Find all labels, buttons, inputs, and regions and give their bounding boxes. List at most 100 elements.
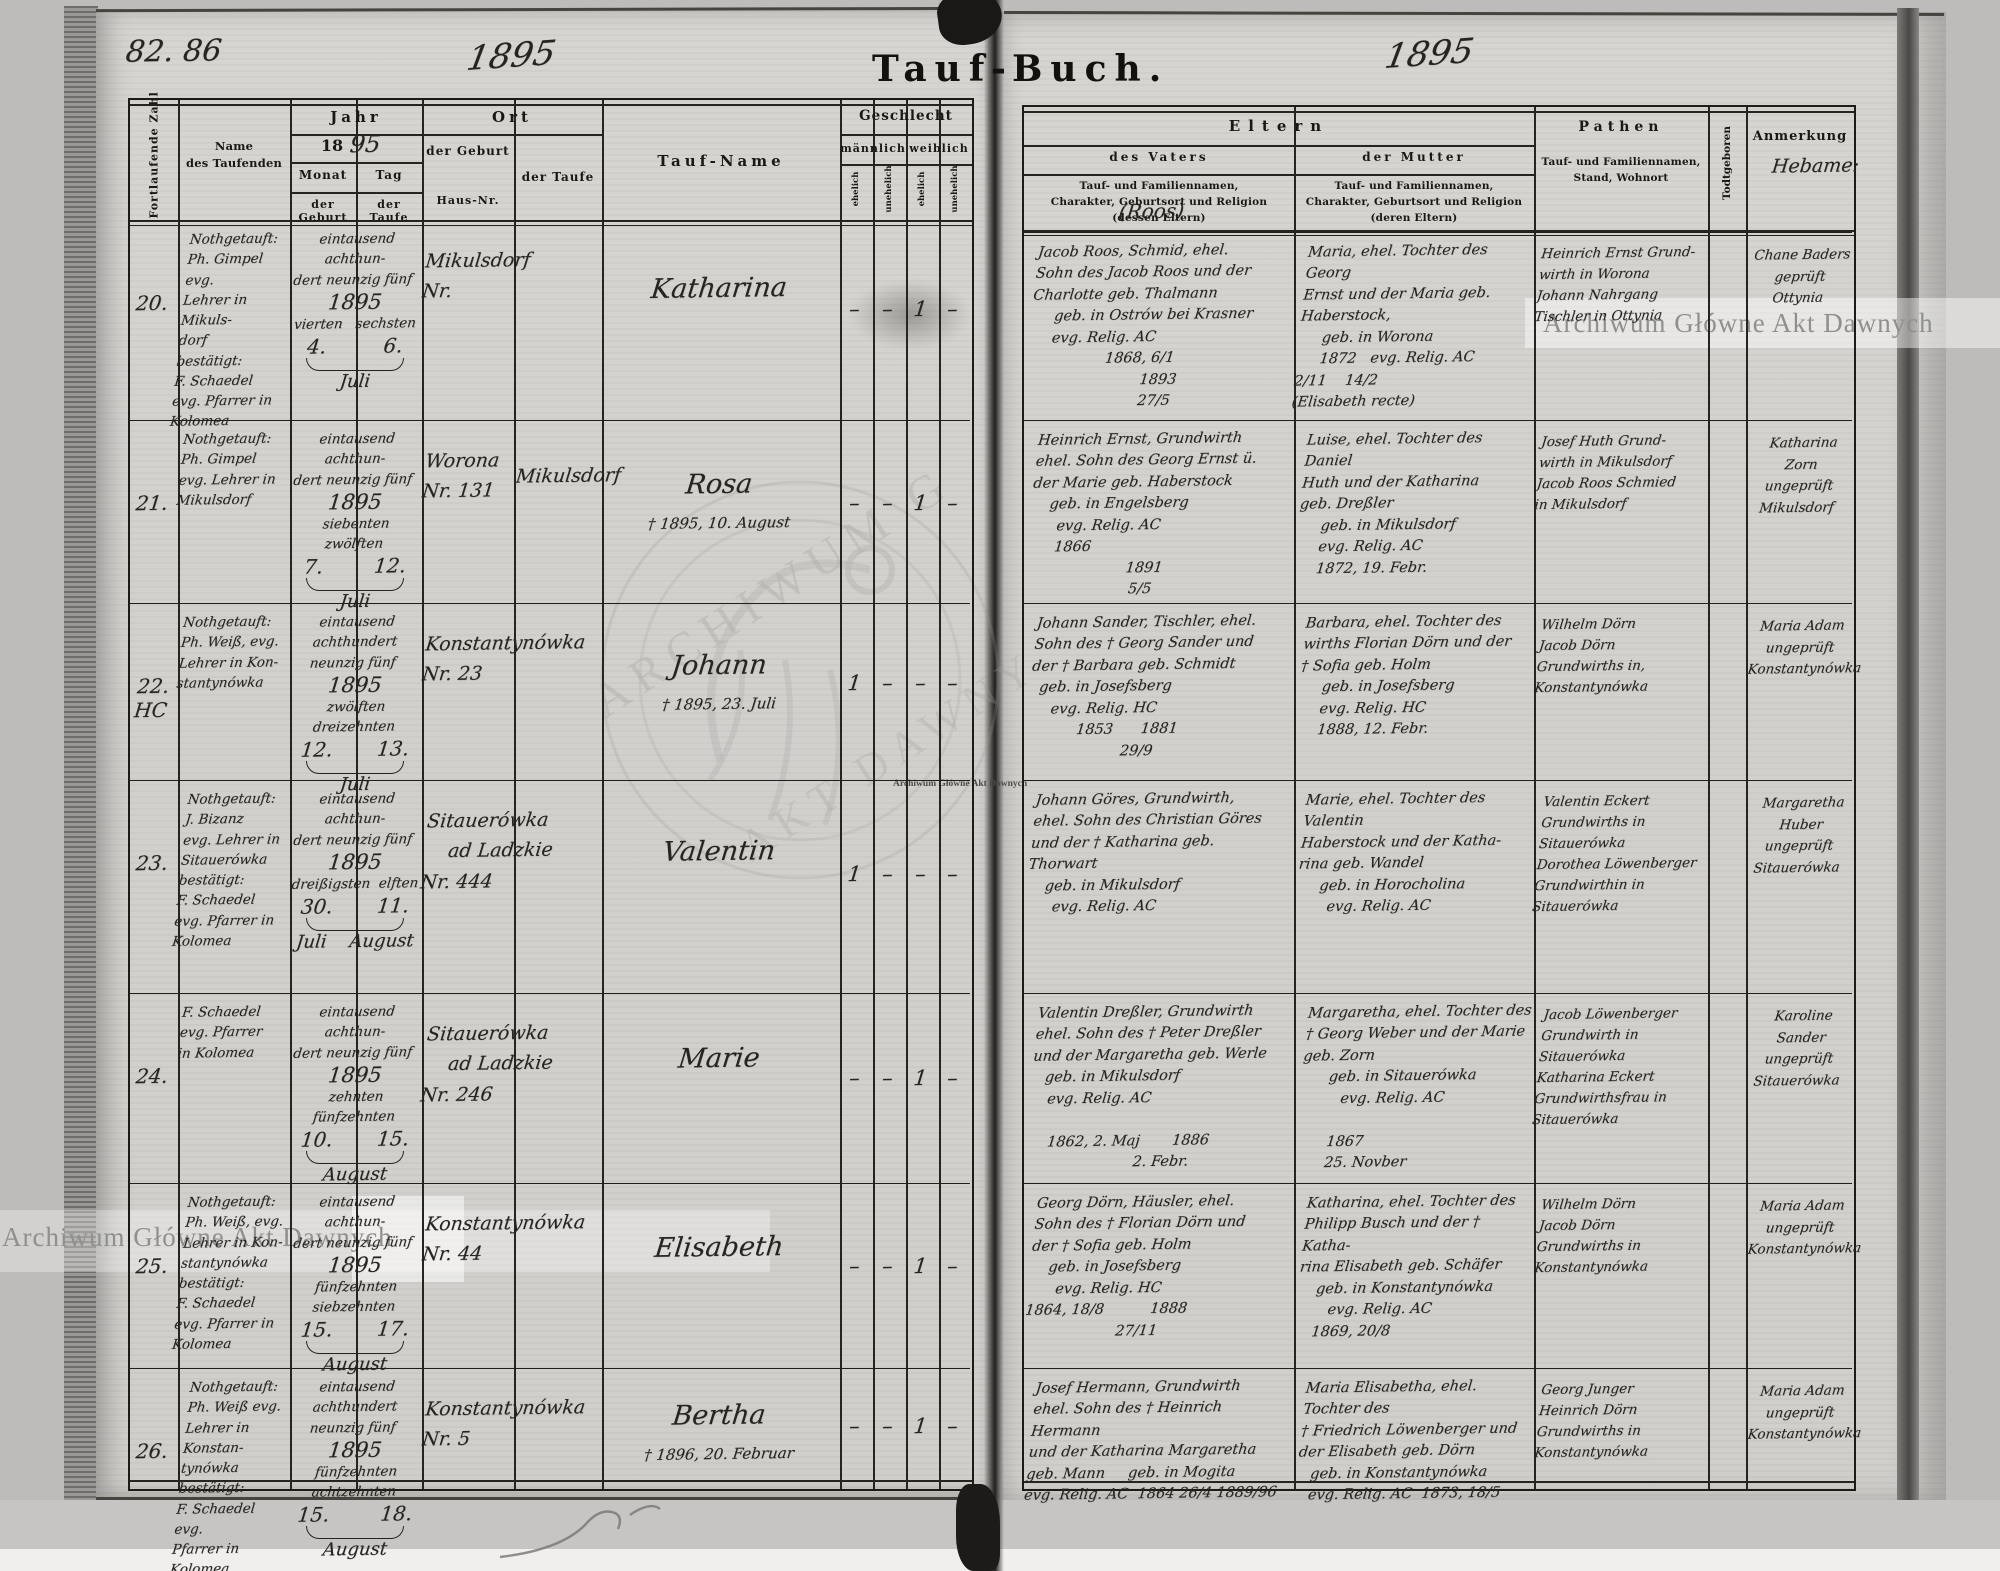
header-geschlecht: Geschlecht [859, 108, 953, 124]
year-left-handwritten: 1895 [463, 33, 559, 79]
godparents-cell: Wilhelm Dörn Jacob Dörn Grundwirths in, … [1533, 615, 1649, 696]
sex-male-legitimate: – [847, 1066, 862, 1091]
header-haus-nr: Haus-Nr. [436, 194, 500, 207]
date-brace [306, 1151, 404, 1165]
table-row-right: Georg Dörn, Häusler, ehel. Sohn des † Fl… [1021, 1183, 1862, 1369]
watermark-text-bottom-left: Archiwum Główne Akt Dawnych [2, 1222, 393, 1252]
father-cell: Johann Göres, Grundwirth, ehel. Sohn des… [1023, 790, 1263, 917]
death-note [600, 316, 838, 319]
date-day-words: dreißigsten elften [290, 874, 420, 893]
table-row-right: Josef Hermann, Grundwirth ehel. Sohn des… [1022, 1368, 1862, 1504]
mother-cell: Maria, ehel. Tochter des Georg Ernst und… [1290, 242, 1494, 411]
right-page [1002, 12, 1946, 1504]
sex-female-illegitimate: – [945, 1254, 960, 1279]
header-monat: Monat [298, 168, 348, 182]
sex-female-legitimate: 1 [912, 1254, 929, 1279]
left-page [96, 10, 988, 1500]
remark-cell: Chane Baders geprüft Ottynia [1753, 246, 1852, 307]
sex-female-illegitimate: – [945, 861, 960, 887]
header-jahr-18: 18 [320, 136, 344, 155]
godparents-cell: Jacob Löwenberger Grundwirth in Sitaueró… [1531, 1005, 1679, 1128]
sex-female-illegitimate: – [945, 1066, 960, 1091]
baptism-place-cell: Mikulsdorf [514, 464, 623, 488]
baptismal-name: Johann [669, 649, 769, 682]
remark-cell: Margaretha Huber ungeprüft Sitauerówka [1752, 794, 1846, 877]
baptismal-name-cell: Bertha † 1896, 20. Februar [600, 1399, 838, 1464]
baptizer-cell: Nothgetauft: Ph. Weiß, evg. Lehrer in Ko… [175, 613, 280, 692]
table-row: 21. Nothgetauft: Ph. Gimpel evg. Lehrer … [128, 420, 970, 612]
header-fortlaufende-zahl: Fortlaufende Zahl [147, 91, 161, 219]
birthplace-cell: Konstantynówka Nr. 5 [421, 1396, 587, 1451]
date-brace [306, 1526, 404, 1540]
date-day-words: zehnten fünfzehnten [311, 1088, 396, 1126]
date-day-numbers: 4. 6. [305, 333, 405, 359]
table-row: 22. HC Nothgetauft: Ph. Weiß, evg. Lehre… [128, 603, 970, 795]
mother-cell: Marie, ehel. Tochter des Valentin Habers… [1293, 790, 1503, 916]
father-cell: Georg Dörn, Häusler, ehel. Sohn des † Fl… [1021, 1193, 1247, 1341]
header-ort-der-taufe: der Taufe [521, 170, 595, 184]
date-year: 1895 [326, 1252, 384, 1278]
birthplace-cell: Konstantynówka Nr. 44 [421, 1211, 587, 1266]
sex-female-illegitimate: – [945, 296, 960, 322]
baptizer-cell: F. Schaedel evg. Pfarrer in Kolomea [176, 1003, 264, 1062]
header-m-ehelich: ehelich [851, 171, 861, 207]
date-words: eintausend achthundert neunzig fünf [308, 1378, 401, 1437]
table-row-right: Valentin Dreßler, Grundwirth ehel. Sohn … [1022, 993, 1852, 1184]
death-note: † 1896, 20. Februar [643, 1443, 795, 1464]
sex-female-legitimate: – [913, 671, 928, 696]
pencil-squiggle [499, 1504, 661, 1559]
godparents-cell: Josef Huth Grund- wirth in Mikulsdorf Ja… [1533, 432, 1677, 513]
header-eltern: Eltern [1228, 117, 1330, 135]
date-words: eintausend achthun- dert neunzig fünf [292, 1003, 414, 1062]
birthplace-cell: Sitauerówka ad Ladzkie Nr. 444 [419, 808, 554, 894]
table-row: 24. F. Schaedel evg. Pfarrer in Kolomea … [128, 993, 970, 1186]
date-day-numbers: 7. 12. [302, 553, 408, 579]
table-row: 20. Nothgetauft: Ph. Gimpel evg. Lehrer … [128, 220, 970, 430]
baptismal-name: Bertha [670, 1399, 768, 1432]
entry-number: 21. [134, 490, 170, 516]
header-pathen-desc: Tauf- und Familiennamen, Stand, Wohnort [1541, 156, 1701, 184]
date-day-numbers: 10. 15. [299, 1126, 411, 1153]
header-name-des-taufenden: Name des Taufenden [185, 139, 283, 171]
remark-cell: Katharina Zorn ungeprüft Mikulsdorf [1758, 434, 1839, 517]
binding-gutter [984, 0, 1004, 1571]
header-tauf-name: Tauf-Name [657, 152, 785, 170]
sex-male-illegitimate: – [880, 1066, 895, 1091]
death-note [600, 880, 838, 883]
father-cell: Heinrich Ernst, Grundwirth ehel. Sohn de… [1020, 429, 1258, 599]
godparents-cell: Heinrich Ernst Grund- wirth in Worona Jo… [1533, 244, 1697, 325]
mother-cell: Maria Elisabetha, ehel. Tochter des † Fr… [1293, 1378, 1519, 1504]
date-day-numbers: 15. 17. [299, 1316, 411, 1343]
date-cell: eintausend achthun- dert neunzig fünf 18… [290, 1192, 420, 1375]
header-ort-der-geburt: der Geburt [426, 144, 510, 158]
header-jahr-95-handwritten: 95 [348, 129, 383, 159]
date-cell: eintausend achthun- dert neunzig fünf 18… [290, 229, 420, 392]
baptizer-cell: Nothgetauft: J. Bizanz evg. Lehrer in Si… [171, 790, 281, 950]
header-todtgeboren: Todtgeboren [1721, 125, 1733, 201]
header-m-unehelich: unehelich [884, 165, 894, 213]
sex-female-illegitimate: – [945, 671, 960, 696]
title-tauf: Tauf- [872, 48, 1014, 90]
baptismal-name: Katharina [649, 272, 789, 305]
date-months: Juli [338, 370, 372, 393]
title-buch: Buch. [1012, 48, 1170, 90]
date-day-numbers: 30. 11. [299, 893, 411, 919]
date-words: eintausend achthun- dert neunzig fünf [292, 1193, 414, 1252]
date-months: August [321, 1538, 389, 1561]
date-cell: eintausend achthun- dert neunzig fünf 18… [290, 1002, 420, 1185]
header-weiblich: weiblich [909, 142, 969, 155]
header-vater-desc: Tauf- und Familiennamen, Charakter, Gebu… [1050, 180, 1268, 224]
baptismal-name-cell: Rosa † 1895, 10. August [600, 468, 838, 532]
date-day-words: zwölften dreizehnten [311, 698, 396, 736]
table-row: 23. Nothgetauft: J. Bizanz evg. Lehrer i… [128, 780, 970, 994]
death-note [600, 1275, 838, 1278]
date-brace [306, 918, 404, 931]
birthplace-cell: Mikulsdorf Nr. [421, 248, 532, 303]
date-day-numbers: 15. 18. [296, 1501, 414, 1528]
folio-number: 82. 86 [124, 33, 224, 70]
header-w-unehelich: unehelich [950, 165, 960, 213]
header-tag: Tag [375, 168, 403, 182]
watermark-text-top-right: Archiwum Główne Akt Dawnych [1543, 308, 1934, 338]
table-right-page: Eltern des Vaters der Mutter Tauf- und F… [1022, 105, 1860, 1491]
baptismal-name-cell: Katharina [600, 272, 838, 319]
